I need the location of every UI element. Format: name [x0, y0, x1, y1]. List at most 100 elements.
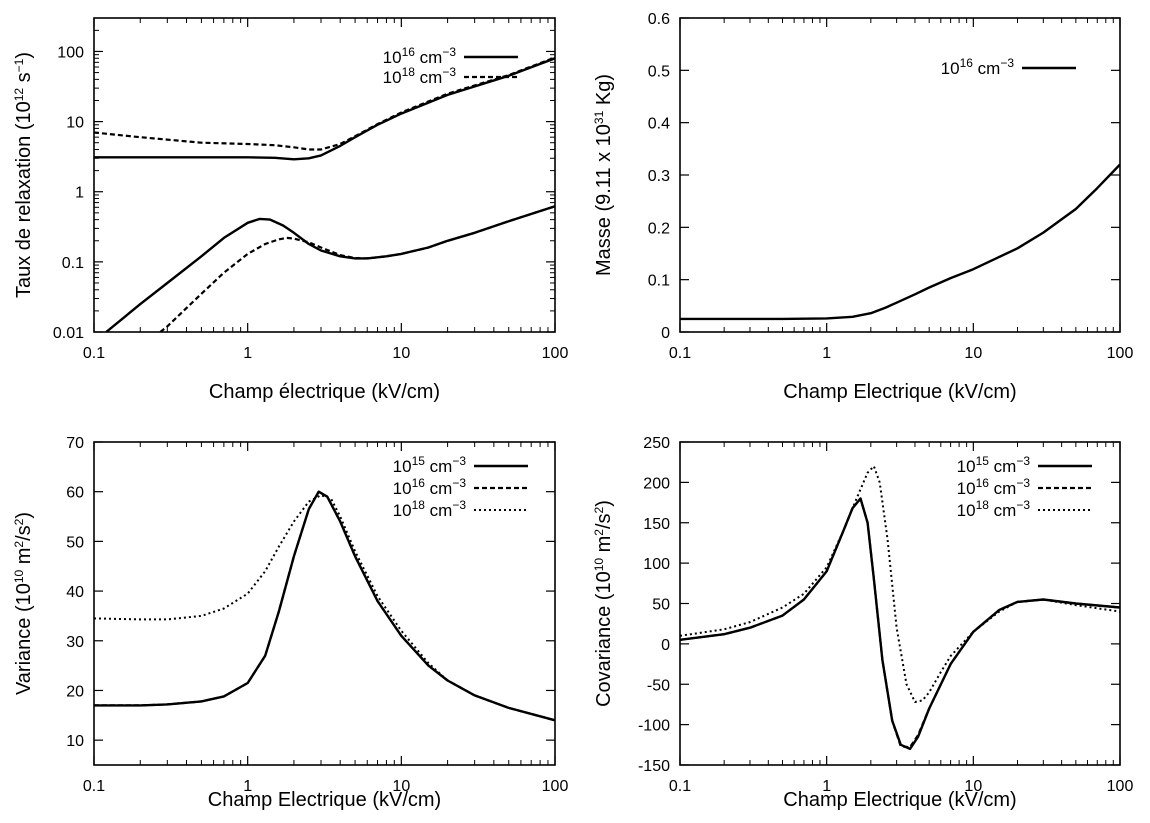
y-axis-label: Masse (9.11 x 1031 Kg) [592, 74, 615, 276]
y-tick-label: 30 [66, 634, 84, 651]
legend-base: 10 [957, 501, 976, 520]
y-tick-label: 0 [661, 637, 670, 654]
y-label-exponent: 10 [592, 558, 606, 572]
legend-base: 10 [941, 59, 960, 78]
legend-entry: 1016 cm−3 [393, 476, 528, 498]
series-line-2 [680, 465, 1120, 703]
x-tick-label: 100 [542, 345, 569, 362]
legend-unit-exponent: −3 [1016, 476, 1030, 490]
x-tick-label: 10 [392, 778, 410, 795]
legend-base: 10 [393, 457, 412, 476]
legend-unit-exponent: −3 [442, 65, 456, 79]
series-line-0 [94, 490, 555, 722]
legend-base: 10 [957, 479, 976, 498]
legend-exponent: 16 [412, 476, 426, 490]
plot-frame [679, 441, 1121, 766]
y-tick-label: 0 [661, 325, 670, 342]
y-label-text: ) [13, 52, 35, 59]
legend-unit: cm [989, 501, 1016, 520]
y-tick-label: 100 [643, 556, 670, 573]
y-tick-label: 0.5 [648, 63, 670, 80]
y-label-text: Masse (9.11 x 10 [593, 124, 615, 276]
y-label-exponent: 10 [12, 569, 26, 583]
y-label-text: /s [593, 513, 615, 529]
legend-entry: 1018 cm−3 [393, 498, 528, 520]
legend-entry: 1016 cm−3 [383, 45, 518, 67]
y-tick-label: 150 [643, 516, 670, 533]
y-tick-label: 40 [66, 584, 84, 601]
series-line-3 [159, 205, 555, 332]
y-label-text: m [593, 536, 615, 558]
legend-unit-exponent: −3 [1000, 56, 1014, 70]
y-axis-label: Taux de relaxation (1012 s−1) [12, 52, 35, 298]
legend-entry: 1015 cm−3 [957, 454, 1092, 476]
y-tick-label: 10 [66, 733, 84, 750]
legend-base: 10 [383, 48, 402, 67]
legend-exponent: 18 [976, 498, 990, 512]
x-tick-label: 10 [964, 778, 982, 795]
x-tick-label: 1 [243, 778, 252, 795]
y-label-exponent: 2 [12, 541, 26, 548]
y-label-text: Taux de relaxation (10 [13, 101, 35, 298]
series-line-1 [94, 56, 555, 151]
y-tick-label: 0.1 [62, 255, 84, 272]
series-line-1 [680, 497, 1120, 749]
legend-unit-exponent: −3 [442, 45, 456, 59]
y-label-text: Covariance (10 [593, 571, 615, 707]
y-tick-label: 0.1 [648, 273, 670, 290]
y-tick-label: 50 [66, 534, 84, 551]
x-tick-label: 0.1 [669, 778, 691, 795]
legend-unit-exponent: −3 [452, 454, 466, 468]
legend-label: 1018 cm−3 [393, 498, 467, 520]
series-line-1 [94, 490, 555, 722]
y-label-exponent: 2 [592, 506, 606, 513]
plot-frame [679, 17, 1121, 333]
y-label-exponent: −1 [12, 58, 26, 72]
y-label-text: ) [593, 500, 615, 507]
legend-entry: 1016 cm−3 [957, 476, 1092, 498]
series-line-2 [94, 494, 555, 722]
legend-label: 1016 cm−3 [941, 56, 1015, 78]
legend-label: 1015 cm−3 [957, 454, 1031, 476]
series-line-2 [105, 205, 555, 332]
y-tick-label: 0.6 [648, 11, 670, 28]
legend-unit: cm [425, 501, 452, 520]
series-line-0 [680, 497, 1120, 751]
legend-unit: cm [973, 59, 1000, 78]
y-label-text: /s [13, 525, 35, 541]
legend-exponent: 15 [412, 454, 426, 468]
y-tick-label: 70 [66, 435, 84, 452]
legend-base: 10 [383, 68, 402, 87]
y-tick-label: 60 [66, 485, 84, 502]
x-tick-label: 1 [822, 345, 831, 362]
legend-entry: 1016 cm−3 [941, 56, 1076, 78]
x-tick-label: 100 [1107, 778, 1134, 795]
y-axis-label: Covariance (1010 m2/s2) [592, 500, 615, 707]
legend-entry: 1018 cm−3 [957, 498, 1092, 520]
legend-entry: 1015 cm−3 [393, 454, 528, 476]
legend-exponent: 16 [976, 476, 990, 490]
legend-exponent: 18 [412, 498, 426, 512]
y-label-text: m [13, 548, 35, 570]
legend-unit-exponent: −3 [1016, 498, 1030, 512]
x-tick-label: 10 [392, 345, 410, 362]
series-line-0 [94, 57, 555, 161]
legend-label: 1015 cm−3 [393, 454, 467, 476]
y-label-exponent: 12 [12, 88, 26, 102]
x-tick-label: 0.1 [669, 345, 691, 362]
legend-base: 10 [957, 457, 976, 476]
legend-label: 1016 cm−3 [393, 476, 467, 498]
plot-frame [93, 441, 556, 766]
y-tick-label: 20 [66, 683, 84, 700]
legend-label: 1016 cm−3 [957, 476, 1031, 498]
y-label-exponent: 31 [592, 110, 606, 124]
x-tick-label: 100 [1107, 345, 1134, 362]
legend-entry: 1018 cm−3 [383, 65, 518, 87]
y-tick-label: 0.4 [648, 116, 670, 133]
plot-frame [93, 17, 556, 333]
legend-label: 1016 cm−3 [383, 45, 457, 67]
legend-base: 10 [393, 479, 412, 498]
